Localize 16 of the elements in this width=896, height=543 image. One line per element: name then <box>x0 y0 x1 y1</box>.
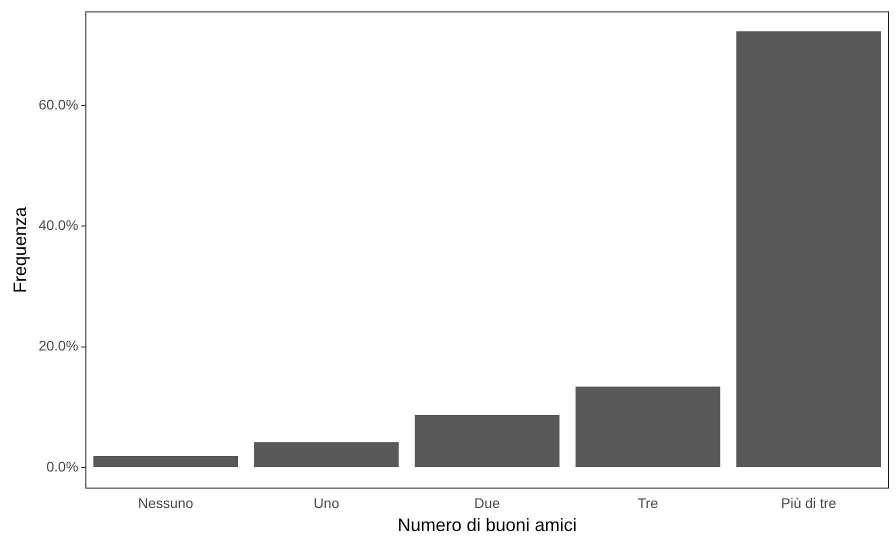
y-tick-label: 60.0% <box>38 96 78 112</box>
y-tick-label: 20.0% <box>38 338 78 354</box>
y-tick-label: 0.0% <box>46 458 78 474</box>
x-tick-label: Due <box>474 494 500 511</box>
x-tick-label: Uno <box>314 494 340 511</box>
x-axis-title: Numero di buoni amici <box>398 515 577 536</box>
x-tick-label: Più di tre <box>781 494 836 511</box>
bar <box>576 386 720 467</box>
y-axis-title: Frequenza <box>10 206 30 294</box>
bar <box>414 415 560 467</box>
bar <box>93 456 238 467</box>
bar <box>736 31 881 467</box>
x-tick-label: Nessuno <box>138 494 194 511</box>
x-tick-label: Tre <box>638 494 658 511</box>
bar <box>254 442 399 467</box>
y-tick-label: 40.0% <box>38 217 78 234</box>
